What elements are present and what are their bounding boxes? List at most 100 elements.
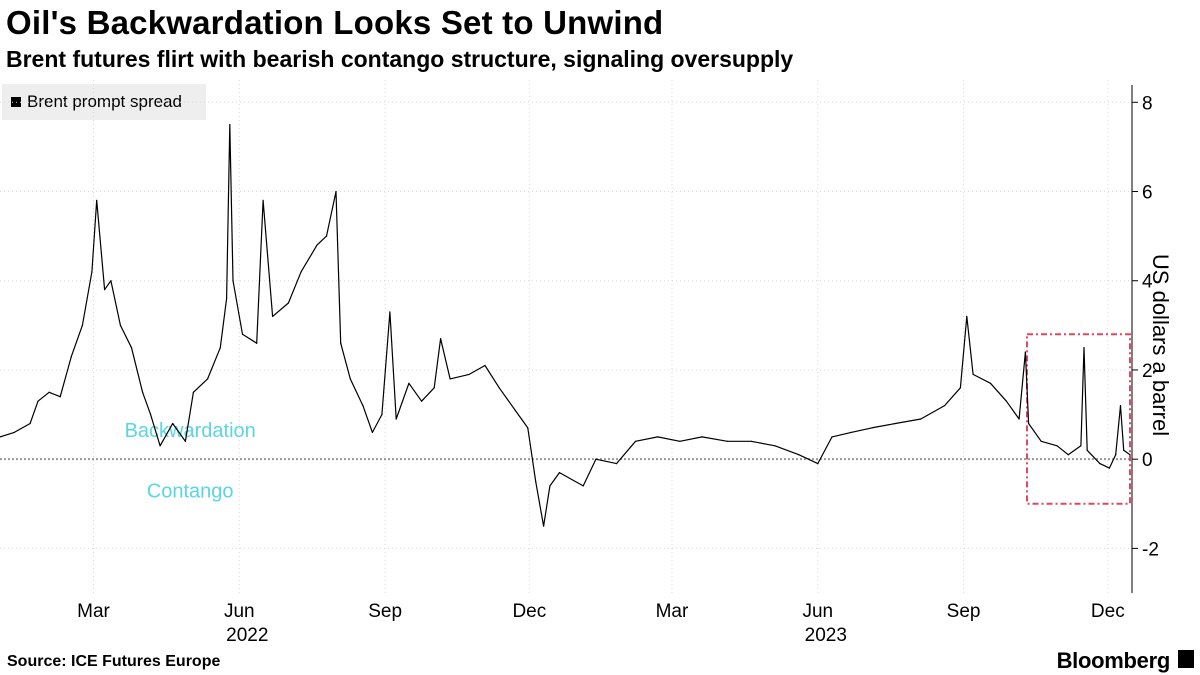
data-point	[420, 400, 423, 402]
data-point	[920, 418, 922, 420]
y-tick-label: 4	[1142, 272, 1153, 293]
data-point	[1108, 467, 1110, 469]
data-point	[484, 364, 486, 367]
data-point	[959, 387, 962, 389]
data-point	[395, 418, 397, 420]
x-tick-label: Jun	[802, 601, 833, 622]
data-point	[48, 391, 50, 393]
data-point	[1018, 418, 1020, 420]
x-tick-label: Sep	[947, 601, 981, 622]
data-point	[226, 297, 228, 300]
brand-icon	[1178, 650, 1194, 668]
x-tick-label: Dec	[512, 601, 546, 622]
data-point	[13, 431, 15, 434]
data-point	[1123, 449, 1125, 451]
x-tick-label: Mar	[656, 601, 689, 622]
data-point	[371, 431, 374, 434]
data-point	[184, 440, 187, 442]
data-point	[468, 373, 470, 376]
data-point	[894, 422, 897, 425]
data-point	[271, 315, 274, 318]
series-line	[0, 124, 1131, 527]
x-tick-label: Mar	[77, 601, 110, 622]
data-point	[850, 431, 852, 434]
data-point	[657, 436, 659, 438]
highlight-box	[1025, 333, 1132, 505]
data-point	[362, 405, 364, 407]
data-point	[1040, 440, 1042, 442]
chart-subtitle: Brent futures flirt with bearish contang…	[6, 46, 794, 72]
data-point	[0, 436, 1, 438]
y-tick-label: 8	[1142, 93, 1153, 114]
data-point	[1129, 454, 1131, 456]
data-point	[340, 342, 342, 344]
data-point	[192, 391, 194, 393]
data-point	[798, 454, 800, 456]
data-point	[634, 440, 637, 442]
data-point	[104, 289, 106, 291]
data-point	[172, 422, 174, 425]
data-point	[615, 463, 618, 465]
data-point	[871, 427, 873, 429]
data-point	[81, 324, 84, 326]
region-annotation: Backwardation	[125, 420, 256, 442]
data-point	[91, 271, 93, 273]
data-point	[70, 355, 72, 358]
data-point	[149, 413, 152, 416]
data-point	[1115, 454, 1117, 456]
data-point	[262, 199, 264, 202]
data-point	[349, 378, 351, 380]
data-point	[1005, 400, 1007, 402]
data-point	[774, 445, 776, 447]
x-tick-label: Sep	[368, 601, 402, 622]
data-point	[439, 338, 442, 340]
data-point	[726, 440, 729, 442]
data-point	[159, 445, 161, 447]
data-point	[142, 391, 144, 393]
data-point	[1027, 422, 1030, 425]
data-point	[1119, 405, 1122, 407]
data-point	[219, 347, 221, 349]
data-point	[831, 436, 833, 438]
data-point	[59, 396, 61, 398]
data-point	[817, 463, 819, 465]
data-point	[256, 342, 258, 344]
data-point	[498, 387, 500, 389]
data-point	[229, 124, 231, 126]
data-point	[543, 525, 545, 527]
data-point	[96, 199, 98, 202]
x-tick-label: Jun	[224, 601, 255, 622]
data-point	[527, 427, 529, 429]
data-point	[1024, 351, 1026, 353]
x-year-label: 2022	[226, 625, 268, 646]
data-point	[595, 458, 597, 460]
y-tick-label: 0	[1142, 450, 1153, 471]
data-point	[679, 440, 681, 442]
data-point	[989, 382, 992, 384]
data-point	[750, 440, 752, 442]
y-tick-label: -2	[1142, 539, 1159, 560]
data-point	[130, 347, 133, 349]
data-point	[241, 333, 244, 335]
region-annotation: Contango	[147, 480, 234, 502]
brand-logo: Bloomberg	[1056, 648, 1171, 673]
x-year-label: 2023	[805, 625, 847, 646]
data-point	[37, 400, 39, 402]
data-point	[316, 244, 318, 246]
data-point	[514, 409, 516, 411]
data-point	[119, 324, 122, 326]
data-point	[335, 190, 337, 193]
legend-label: Brent prompt spread	[27, 92, 182, 111]
data-point	[300, 271, 302, 273]
data-point	[1086, 449, 1088, 451]
data-point	[232, 280, 234, 282]
data-point	[1083, 347, 1085, 349]
data-point	[558, 471, 561, 474]
data-point	[389, 311, 391, 313]
data-point	[287, 302, 290, 304]
data-point	[1067, 454, 1069, 456]
data-point	[701, 436, 703, 438]
data-point	[408, 382, 410, 384]
data-point	[207, 378, 209, 380]
